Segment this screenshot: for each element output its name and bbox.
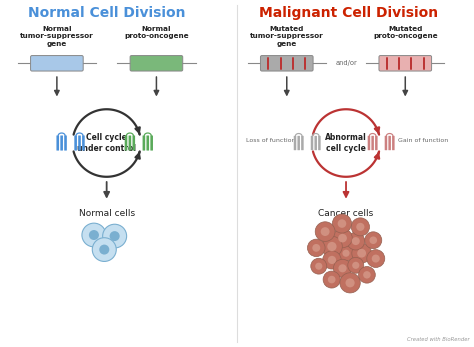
Circle shape [369,236,377,244]
FancyBboxPatch shape [128,135,131,151]
FancyBboxPatch shape [298,136,300,150]
Circle shape [328,276,336,283]
Circle shape [352,262,359,269]
FancyBboxPatch shape [311,136,313,150]
FancyBboxPatch shape [30,56,83,71]
FancyBboxPatch shape [318,136,320,150]
Circle shape [311,258,327,274]
FancyBboxPatch shape [64,135,67,151]
Circle shape [315,222,335,242]
Circle shape [357,249,366,257]
Text: Normal
proto-oncogene: Normal proto-oncogene [124,26,189,39]
Circle shape [347,232,365,250]
Circle shape [321,236,342,257]
Circle shape [338,245,354,261]
FancyBboxPatch shape [261,56,313,71]
Circle shape [308,239,325,256]
Circle shape [328,256,336,264]
Circle shape [103,224,127,248]
FancyBboxPatch shape [375,136,378,150]
FancyBboxPatch shape [368,136,370,150]
FancyBboxPatch shape [388,136,391,150]
FancyBboxPatch shape [372,136,374,150]
FancyBboxPatch shape [82,135,85,151]
FancyBboxPatch shape [125,135,128,151]
Circle shape [365,232,382,249]
Circle shape [99,245,109,255]
Circle shape [372,255,380,263]
Circle shape [323,271,340,288]
FancyBboxPatch shape [60,135,63,151]
Circle shape [323,251,341,269]
FancyBboxPatch shape [74,135,77,151]
Circle shape [363,271,371,279]
Circle shape [356,223,365,231]
Circle shape [109,231,119,241]
Text: Abnormal
cell cycle: Abnormal cell cycle [325,133,367,153]
Text: Loss of function: Loss of function [246,138,296,143]
Circle shape [340,273,360,293]
Circle shape [351,218,369,236]
FancyBboxPatch shape [146,135,149,151]
FancyBboxPatch shape [294,136,296,150]
Text: Normal Cell Division: Normal Cell Division [28,6,185,20]
Text: Created with BioRender: Created with BioRender [407,337,469,342]
FancyBboxPatch shape [132,135,135,151]
Text: Mutated
proto-oncogene: Mutated proto-oncogene [373,26,438,39]
FancyBboxPatch shape [78,135,81,151]
FancyBboxPatch shape [56,135,59,151]
FancyBboxPatch shape [150,135,153,151]
Circle shape [89,230,99,240]
FancyBboxPatch shape [379,56,432,71]
Circle shape [333,259,352,277]
Circle shape [358,266,375,283]
Circle shape [352,237,360,245]
Circle shape [82,223,106,247]
Text: Mutated
tumor-suppressor
gene: Mutated tumor-suppressor gene [250,26,324,47]
Circle shape [312,244,320,252]
Text: Gain of function: Gain of function [398,138,448,143]
Circle shape [92,238,116,261]
Circle shape [338,264,346,272]
Circle shape [348,257,364,273]
Circle shape [338,234,347,243]
Text: Malignant Cell Division: Malignant Cell Division [259,6,438,20]
Text: Normal cells: Normal cells [79,209,135,218]
FancyBboxPatch shape [301,136,304,150]
Text: Cancer cells: Cancer cells [319,209,374,218]
Text: Normal
tumor-suppressor
gene: Normal tumor-suppressor gene [20,26,94,47]
FancyBboxPatch shape [385,136,387,150]
FancyBboxPatch shape [130,56,183,71]
FancyBboxPatch shape [392,136,394,150]
FancyBboxPatch shape [314,136,317,150]
Circle shape [333,229,352,248]
FancyBboxPatch shape [143,135,145,151]
Text: and/or: and/or [335,60,357,66]
Circle shape [327,242,337,251]
Circle shape [346,278,355,287]
Circle shape [315,263,322,270]
Circle shape [320,227,329,236]
Circle shape [352,244,372,263]
Circle shape [342,249,350,257]
Circle shape [337,219,346,228]
Circle shape [367,249,385,268]
Circle shape [332,214,352,233]
Text: Cell cycle
under control: Cell cycle under control [77,133,136,153]
